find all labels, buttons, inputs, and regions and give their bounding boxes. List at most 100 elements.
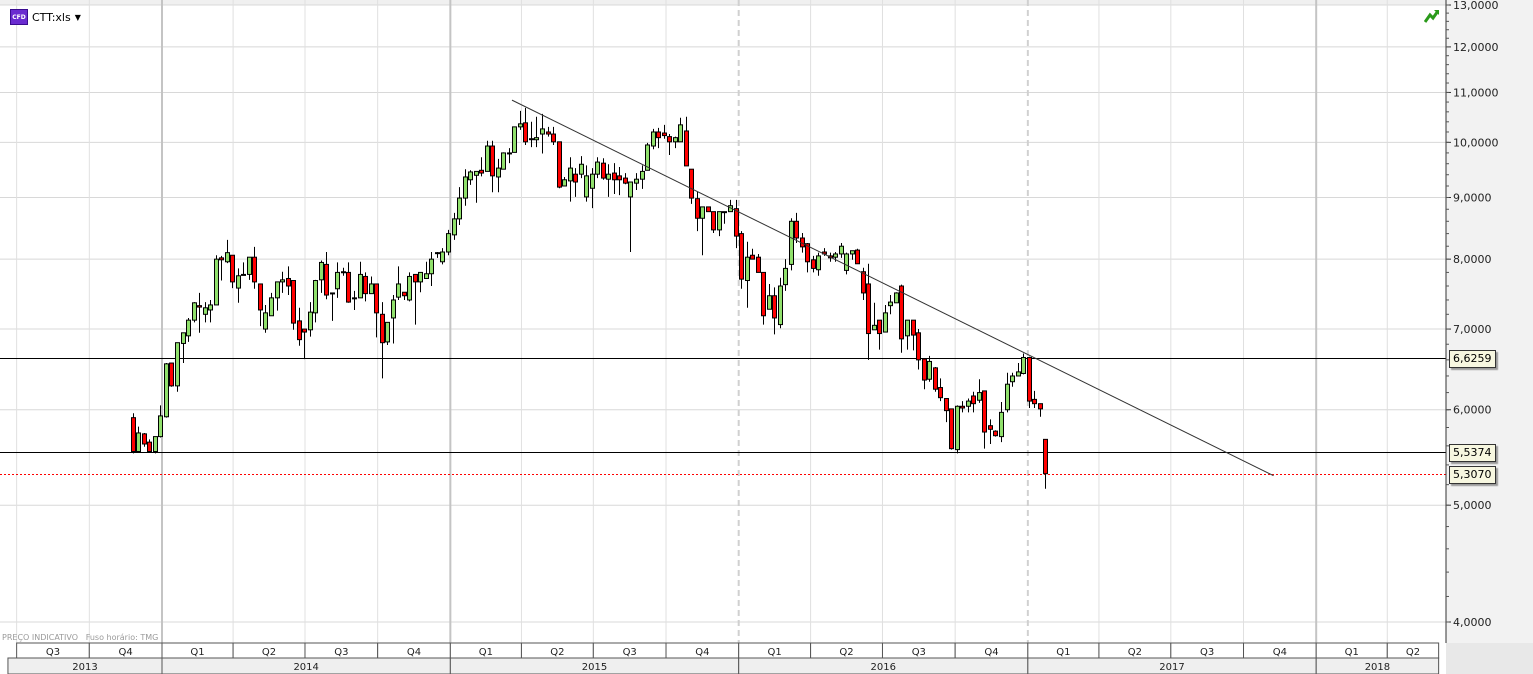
plot-area[interactable] — [0, 0, 1446, 643]
candle-up — [673, 137, 678, 143]
year-cell[interactable] — [1315, 657, 1440, 674]
candle-down — [971, 395, 976, 405]
candle-down — [662, 132, 667, 137]
candle-down — [944, 398, 949, 412]
candle-down — [949, 408, 954, 450]
candle-down — [684, 130, 689, 167]
candle-down — [169, 362, 174, 387]
candle-up — [595, 161, 600, 175]
year-label: 2015 — [582, 662, 607, 673]
quarter-label: Q3 — [1200, 647, 1214, 658]
y-tick-label: 11,0000 — [1453, 86, 1499, 99]
quarter-label: Q1 — [1345, 647, 1359, 658]
candle-up — [640, 170, 645, 180]
quarter-label: Q2 — [839, 647, 853, 658]
candle-down — [546, 131, 551, 135]
candle-down — [1032, 398, 1037, 405]
candle-down — [711, 211, 716, 231]
candle-up — [1005, 383, 1010, 411]
y-tick-label: 6,0000 — [1453, 404, 1492, 417]
candle-down — [219, 257, 224, 261]
candle-up — [966, 400, 971, 407]
candle-down — [911, 319, 916, 336]
instrument-selector[interactable]: CFD CTT:xls ▼ — [10, 9, 81, 25]
candle-down — [988, 425, 993, 430]
candle-up — [1016, 371, 1021, 377]
candle-up — [518, 123, 523, 128]
candle-down — [1038, 403, 1043, 410]
quarter-label: Q4 — [984, 647, 998, 658]
candle-up — [247, 256, 252, 275]
candle-down — [523, 122, 528, 143]
y-tick-label: 7,0000 — [1453, 323, 1492, 336]
green-trend-arrow-icon[interactable] — [1424, 9, 1440, 23]
level-price-label: 5,5374 — [1449, 443, 1496, 462]
candle-up — [568, 167, 573, 182]
candle-up — [888, 301, 893, 307]
candle-down — [866, 283, 871, 335]
candle-up — [175, 342, 180, 387]
trendline[interactable] — [511, 99, 1274, 477]
candle-up — [136, 432, 141, 453]
candle-up — [1021, 356, 1026, 375]
time-axis[interactable]: Q3 Q4 Q1 Q2 Q3 Q4 Q1 Q2 Q3 Q4 Q1 Q2 Q3 Q4 Q1 Q2 Q3 Q4 Q1 Q2… — [7, 642, 1440, 674]
candle-up — [452, 218, 457, 236]
candle-up — [275, 281, 280, 299]
candle-up — [203, 307, 208, 315]
candle-up — [435, 252, 440, 255]
candle-up — [319, 261, 324, 281]
candle-down — [855, 249, 860, 265]
caret-down-icon[interactable]: ▼ — [74, 12, 81, 22]
candle-up — [745, 256, 750, 282]
quarter-label: Q1 — [190, 647, 204, 658]
quarter-label: Q2 — [1406, 647, 1420, 658]
candle-up — [833, 253, 838, 258]
candle-up — [468, 171, 473, 181]
year-label: 2017 — [1159, 662, 1184, 673]
candle-up — [507, 152, 512, 155]
candle-up — [844, 253, 849, 271]
y-tick-label: 9,0000 — [1453, 191, 1492, 204]
candle-up — [192, 302, 197, 321]
quarter-label: Q4 — [119, 647, 133, 658]
quarter-label: Q2 — [550, 647, 564, 658]
candle-down — [794, 220, 799, 239]
candle-up — [850, 250, 855, 255]
candle-up — [628, 181, 633, 198]
quarter-label: Q4 — [1273, 647, 1287, 658]
candle-up — [396, 283, 401, 298]
candle-up — [722, 211, 727, 214]
horizontal-levels[interactable] — [0, 358, 1446, 475]
y-tick-label: 4,0000 — [1453, 616, 1492, 629]
candle-down — [756, 256, 761, 273]
cfd-badge-icon: CFD — [10, 9, 28, 25]
candle-up — [158, 415, 163, 438]
candle-up — [424, 273, 429, 279]
quarter-label: Q2 — [262, 647, 276, 658]
candle-down — [573, 173, 578, 183]
candle-up — [269, 297, 274, 317]
instrument-name: CTT:xls — [32, 10, 71, 24]
candle-up — [529, 138, 534, 141]
candle-up — [955, 405, 960, 451]
y-tick-label: 5,0000 — [1453, 499, 1492, 512]
y-tick-label: 8,0000 — [1453, 253, 1492, 266]
year-label: 2014 — [293, 662, 318, 673]
candle-down — [601, 162, 606, 179]
candle-up — [418, 271, 423, 283]
candle-up — [579, 163, 584, 175]
candle-down — [252, 256, 257, 283]
candle-down — [750, 254, 755, 260]
candle-up — [590, 173, 595, 189]
year-label: 2016 — [871, 662, 896, 673]
candle-up — [927, 360, 932, 380]
candle-down — [557, 141, 562, 188]
candle-up — [280, 279, 285, 283]
quarter-label: Q1 — [479, 647, 493, 658]
candle-up — [678, 124, 683, 143]
trendline-group[interactable] — [511, 99, 1274, 477]
candle-up — [789, 220, 794, 265]
candle-down — [258, 283, 263, 311]
candle-down — [612, 172, 617, 181]
